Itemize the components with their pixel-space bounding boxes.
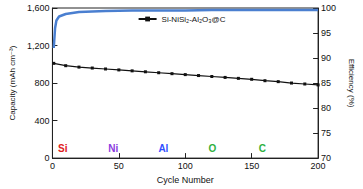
svg-text:0: 0 bbox=[44, 153, 49, 163]
svg-text:400: 400 bbox=[34, 116, 49, 126]
svg-text:100: 100 bbox=[178, 161, 193, 171]
svg-text:Si-NiSi₂-Al₂O₃@C: Si-NiSi₂-Al₂O₃@C bbox=[162, 15, 226, 24]
svg-text:O: O bbox=[209, 143, 217, 154]
svg-text:Cycle Number: Cycle Number bbox=[157, 175, 214, 185]
svg-text:200: 200 bbox=[311, 161, 326, 171]
svg-text:Si: Si bbox=[58, 143, 68, 154]
svg-text:95: 95 bbox=[321, 28, 331, 38]
svg-text:1,600: 1,600 bbox=[27, 3, 50, 13]
svg-text:90: 90 bbox=[321, 53, 331, 63]
svg-text:Al: Al bbox=[158, 143, 168, 154]
svg-text:150: 150 bbox=[244, 161, 259, 171]
svg-text:50: 50 bbox=[114, 161, 124, 171]
svg-text:70: 70 bbox=[321, 153, 332, 164]
svg-text:80: 80 bbox=[321, 103, 331, 113]
svg-text:Capacity (mAh cm⁻³): Capacity (mAh cm⁻³) bbox=[8, 45, 17, 120]
svg-text:100: 100 bbox=[321, 3, 336, 13]
svg-text:75: 75 bbox=[321, 128, 331, 138]
svg-text:1,200: 1,200 bbox=[27, 41, 50, 51]
svg-text:0: 0 bbox=[50, 161, 55, 171]
svg-text:C: C bbox=[259, 143, 266, 154]
svg-text:Ni: Ni bbox=[108, 143, 118, 154]
svg-text:85: 85 bbox=[321, 78, 331, 88]
svg-text:Efficiency (%): Efficiency (%) bbox=[347, 59, 356, 108]
svg-text:800: 800 bbox=[34, 78, 49, 88]
